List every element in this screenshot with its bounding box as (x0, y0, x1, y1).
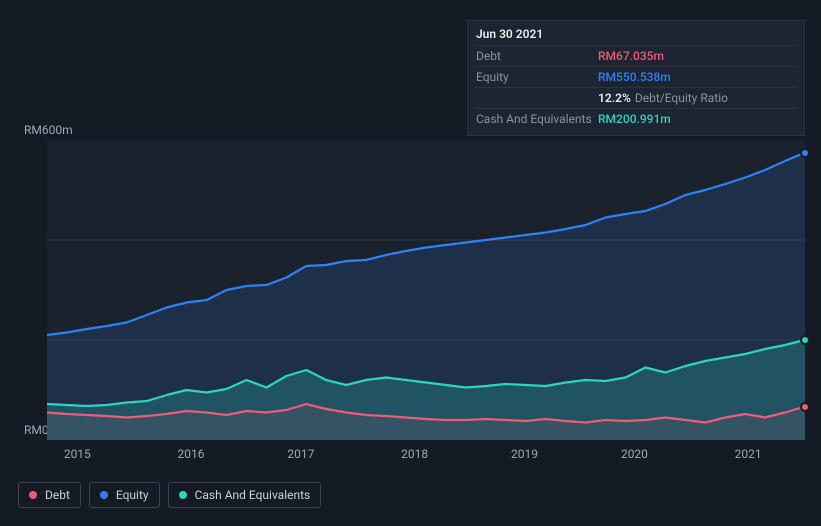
tooltip-row: EquityRM550.538m (476, 66, 796, 87)
tooltip-value: RM550.538m (598, 70, 796, 84)
series-end-marker (800, 335, 810, 345)
area-chart-svg (47, 140, 805, 440)
tooltip-box: Jun 30 2021 DebtRM67.035mEquityRM550.538… (467, 20, 805, 136)
x-axis-label: 2021 (735, 447, 762, 461)
tooltip-label (476, 91, 598, 105)
series-end-marker (800, 148, 810, 158)
tooltip-row: 12.2% Debt/Equity Ratio (476, 87, 796, 108)
tooltip-label: Equity (476, 70, 598, 84)
legend: Debt Equity Cash And Equivalents (18, 482, 321, 508)
tooltip-label: Cash And Equivalents (476, 112, 598, 126)
x-axis-label: 2016 (178, 447, 205, 461)
legend-dot-icon (179, 491, 187, 499)
tooltip-title: Jun 30 2021 (476, 27, 796, 45)
ratio-label: Debt/Equity Ratio (635, 91, 728, 105)
y-axis-label: RM0 (24, 423, 49, 437)
x-axis-label: 2019 (511, 447, 538, 461)
legend-dot-icon (29, 491, 37, 499)
legend-label: Cash And Equivalents (195, 488, 311, 502)
x-axis-label: 2017 (287, 447, 314, 461)
tooltip-value: RM67.035m (598, 49, 796, 63)
x-axis-label: 2018 (401, 447, 428, 461)
chart-plot-area[interactable] (47, 140, 805, 440)
tooltip-value: RM200.991m (598, 112, 796, 126)
x-axis-label: 2015 (64, 447, 91, 461)
legend-label: Debt (45, 488, 70, 502)
tooltip-value: 12.2% Debt/Equity Ratio (598, 91, 796, 105)
legend-item[interactable]: Debt (18, 482, 81, 508)
legend-item[interactable]: Equity (89, 482, 160, 508)
x-axis-label: 2020 (621, 447, 648, 461)
legend-item[interactable]: Cash And Equivalents (168, 482, 322, 508)
tooltip-row: DebtRM67.035m (476, 45, 796, 66)
legend-label: Equity (116, 488, 149, 502)
ratio-percent: 12.2% (598, 91, 631, 105)
y-axis-label: RM600m (24, 123, 73, 137)
series-end-marker (800, 402, 810, 412)
tooltip-row: Cash And EquivalentsRM200.991m (476, 108, 796, 129)
tooltip-label: Debt (476, 49, 598, 63)
legend-dot-icon (100, 491, 108, 499)
